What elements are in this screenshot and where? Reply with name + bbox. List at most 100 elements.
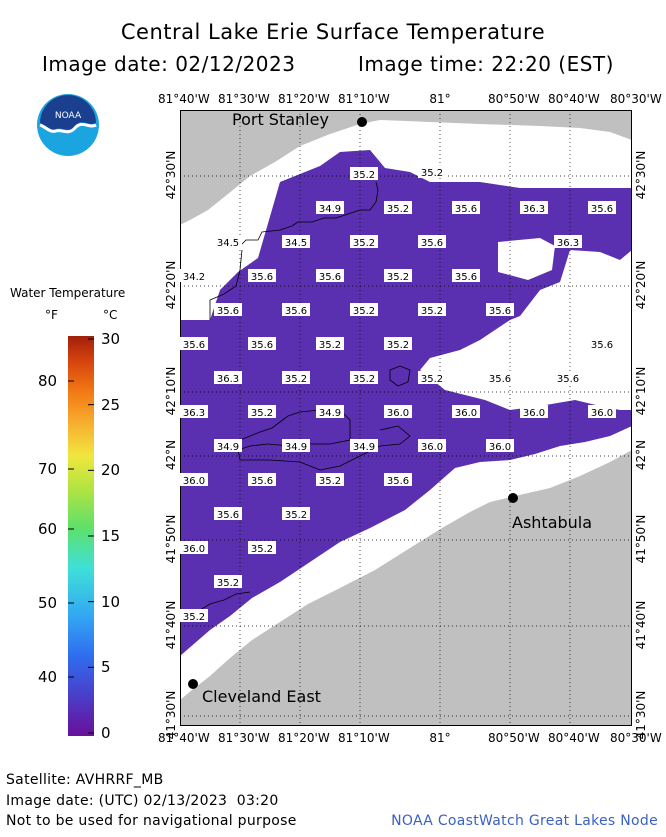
temperature-label: 35.6 [588, 337, 616, 351]
temperature-label: 35.6 [214, 303, 242, 317]
top-lon-tick: 81° [429, 92, 451, 106]
no-data-pocket [568, 286, 610, 310]
temperature-label: 35.2 [350, 167, 378, 181]
svg-text:35.2: 35.2 [353, 374, 375, 385]
temperature-label: 35.6 [214, 507, 242, 521]
top-lon-tick: 81°10'W [338, 92, 390, 106]
left-lat-tick: 42°N [164, 439, 178, 471]
temperature-label: 36.3 [554, 235, 582, 249]
bottom-lon-tick: 80°40'W [548, 731, 600, 745]
bottom-lon-tick: 81°40'W [158, 731, 210, 745]
svg-text:36.0: 36.0 [523, 408, 545, 419]
svg-text:35.2: 35.2 [285, 510, 307, 521]
svg-text:35.2: 35.2 [217, 578, 239, 589]
svg-text:36.0: 36.0 [183, 476, 205, 487]
city-label-cleveland-east: Cleveland East [202, 687, 321, 706]
right-lat-tick: 41°40'N [634, 600, 648, 650]
svg-text:34.9: 34.9 [319, 408, 341, 419]
temperature-label: 35.6 [486, 371, 514, 385]
temperature-label: 36.3 [520, 201, 548, 215]
svg-text:35.6: 35.6 [251, 340, 273, 351]
navigation-disclaimer: Not to be used for navigational purpose [6, 813, 297, 829]
logo-text: NOAA [55, 111, 82, 121]
top-lon-tick: 80°40'W [548, 92, 600, 106]
svg-text:35.6: 35.6 [421, 238, 443, 249]
svg-text:35.2: 35.2 [251, 544, 273, 555]
temperature-label: 35.2 [418, 303, 446, 317]
svg-text:35.6: 35.6 [489, 374, 511, 385]
svg-text:35.2: 35.2 [421, 374, 443, 385]
top-lon-tick: 80°30'W [610, 92, 662, 106]
temperature-label: 34.5 [282, 235, 310, 249]
image-time: Image time: 22:20 (EST) [358, 52, 614, 76]
bottom-lon-tick: 80°50'W [488, 731, 540, 745]
legend-celsius-label: 15 [101, 527, 121, 545]
left-lat-tick: 41°40'N [164, 600, 178, 650]
svg-text:35.6: 35.6 [183, 340, 205, 351]
temperature-label: 35.2 [248, 405, 276, 419]
svg-text:35.2: 35.2 [251, 408, 273, 419]
temperature-label: 36.0 [520, 405, 548, 419]
city-label-ashtabula: Ashtabula [512, 513, 592, 532]
svg-text:35.2: 35.2 [353, 170, 375, 181]
left-lat-tick: 42°30'N [164, 150, 178, 200]
svg-text:35.6: 35.6 [591, 204, 613, 215]
temperature-label: 36.3 [214, 371, 242, 385]
legend-celsius-label: 30 [101, 330, 121, 348]
temperature-label: 35.2 [248, 541, 276, 555]
temperature-label: 36.0 [180, 541, 208, 555]
temperature-label: 35.2 [350, 371, 378, 385]
svg-text:35.6: 35.6 [251, 272, 273, 283]
svg-text:34.2: 34.2 [183, 272, 205, 283]
right-lat-tick: 42°10'N [634, 366, 648, 416]
svg-text:35.2: 35.2 [387, 340, 409, 351]
legend-celsius-label: 0 [101, 724, 111, 742]
svg-text:35.6: 35.6 [387, 476, 409, 487]
temperature-label: 35.6 [418, 235, 446, 249]
legend-title: Water Temperature [10, 286, 126, 300]
svg-text:34.5: 34.5 [285, 238, 307, 249]
svg-text:35.6: 35.6 [319, 272, 341, 283]
temperature-label: 36.0 [418, 439, 446, 453]
temperature-label: 36.0 [452, 405, 480, 419]
legend-fahrenheit-label: 40 [38, 668, 58, 686]
noaa-logo: NOAA [37, 94, 99, 156]
svg-text:35.2: 35.2 [387, 272, 409, 283]
no-data-pocket [498, 238, 555, 280]
svg-text:36.0: 36.0 [489, 442, 511, 453]
temperature-label: 35.6 [180, 337, 208, 351]
svg-text:35.6: 35.6 [455, 204, 477, 215]
svg-text:34.9: 34.9 [319, 204, 341, 215]
temperature-label: 35.2 [282, 371, 310, 385]
right-lat-tick: 41°30'N [634, 690, 648, 740]
legend-fahrenheit-label: 70 [38, 460, 58, 478]
legend-fahrenheit-label: 50 [38, 594, 58, 612]
svg-text:35.2: 35.2 [421, 306, 443, 317]
svg-text:35.2: 35.2 [353, 306, 375, 317]
temperature-label: 35.6 [248, 337, 276, 351]
svg-text:36.0: 36.0 [591, 408, 613, 419]
svg-text:35.2: 35.2 [421, 168, 443, 179]
svg-text:35.2: 35.2 [387, 204, 409, 215]
temperature-label: 35.2 [350, 303, 378, 317]
temperature-label: 35.6 [486, 303, 514, 317]
temperature-label: 35.6 [588, 201, 616, 215]
north-shore-land [180, 110, 632, 225]
temperature-label: 34.9 [316, 405, 344, 419]
lake-map: 35.2 35.2 34.9 35.2 35.6 36.3 35.6 34.5 34.5 35.2… [180, 110, 632, 726]
temperature-label: 36.0 [384, 405, 412, 419]
right-lat-tick: 42°20'N [634, 260, 648, 310]
temperature-label: 36.3 [180, 405, 208, 419]
left-lat-tick: 41°50'N [164, 514, 178, 564]
svg-text:36.0: 36.0 [455, 408, 477, 419]
svg-text:35.2: 35.2 [183, 612, 205, 623]
map-title: Central Lake Erie Surface Temperature [120, 20, 546, 44]
legend-fahrenheit-label: 60 [38, 520, 58, 538]
temperature-label: 35.6 [282, 303, 310, 317]
temperature-label: 34.9 [316, 201, 344, 215]
legend-celsius-label: 5 [101, 658, 111, 677]
temperature-label: 35.2 [418, 165, 446, 179]
temperature-label: 36.0 [486, 439, 514, 453]
temperature-label: 35.2 [384, 269, 412, 283]
legend-celsius-label: 20 [101, 461, 121, 480]
